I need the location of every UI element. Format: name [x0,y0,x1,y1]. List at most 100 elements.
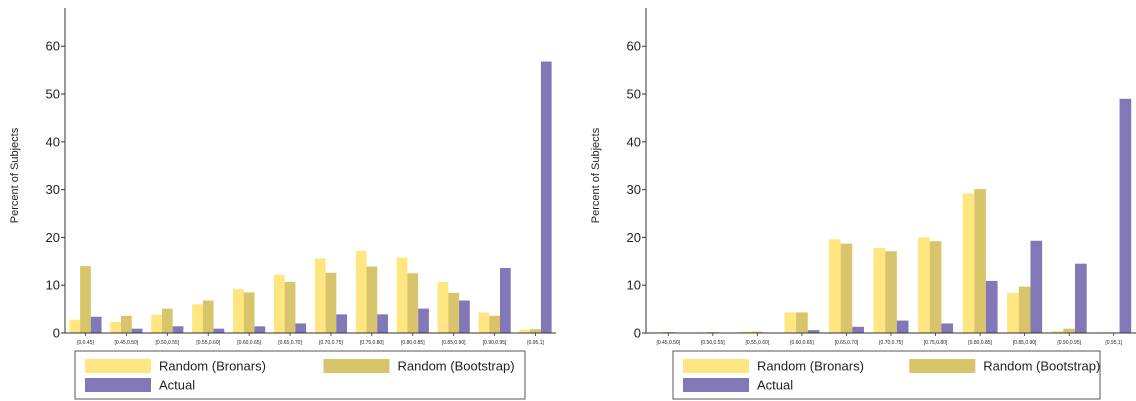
bar [962,193,975,333]
legend: Random (Bronars) Random (Bootstrap) Actual [672,350,1101,400]
bar [918,237,930,333]
bar [366,266,378,333]
bar [131,328,143,333]
bar [1075,263,1087,333]
left-chart-panel: 0 10 20 30 40 50 60 [0,0.45] [0.45,0.50] [0.50,0.… [9,8,556,400]
x-tick-label: [0.95,1] [1105,340,1122,346]
bar [448,292,460,333]
y-tick-label: 30 [627,182,641,197]
bar [784,312,797,333]
x-tick-label: [0.95,1] [527,340,544,346]
bar [1063,328,1076,333]
x-tick-label: [0.85,0.90] [1013,340,1037,346]
bar [90,316,102,333]
x-tick-label: [0.75,0.80] [924,340,948,346]
bar [1018,286,1031,333]
x-tick-label: [0.65,0.70] [278,340,302,346]
bar [929,241,942,333]
bar [80,266,91,333]
bar [192,304,203,333]
bar [840,243,853,333]
legend-label: Random (Bronars) [159,359,266,374]
bar [273,274,285,333]
x-tick-label: [0.80,0.85] [401,340,425,346]
legend-label: Random (Bootstrap) [398,359,515,374]
bar [325,272,337,333]
x-tick-label: [0.70,0.75] [879,340,903,346]
bar [69,319,81,333]
bar [489,315,500,333]
legend-label: Actual [757,378,793,393]
bar [254,326,266,333]
bar [1119,98,1132,333]
bar [418,308,429,333]
x-tick-label: [0.55,0.60] [196,340,220,346]
y-tick-label: 30 [46,182,60,197]
bar [751,331,764,333]
bar [985,280,998,333]
y-tick-label: 40 [627,134,641,149]
x-tick-label: [0.50,0.55] [155,340,179,346]
bar [1030,240,1043,333]
legend-label: Random (Bootstrap) [983,359,1100,374]
bar [1051,331,1064,333]
x-tick-label: [0.75,0.80] [360,340,384,346]
bar [459,300,470,333]
right-chart-panel: 0 10 20 30 40 50 60 [0.45,0.50] [0.50,0.55] [0.55… [590,8,1136,400]
legend-swatch [323,359,390,373]
legend-swatch [683,359,749,373]
y-tick-label: 50 [627,87,641,102]
bar [233,289,244,333]
x-tick-label: [0.60,0.65] [790,340,814,346]
bar [796,312,808,333]
bar [407,273,419,333]
legend-swatch [683,378,749,392]
bar [295,323,307,333]
bar [530,329,541,333]
bar [336,314,348,333]
legend-swatch [85,359,151,373]
y-axis-title: Percent of Subjects [9,127,21,223]
bar [478,312,490,333]
x-tick-label: [0.50,0.55] [701,340,725,346]
bar [284,281,296,333]
y-tick-label: 0 [53,326,60,341]
y-tick-label: 0 [634,326,641,341]
x-tick-label: [0.85,0.90] [442,340,466,346]
bar [121,315,132,333]
legend-label: Random (Bronars) [757,359,864,374]
legend: Random (Bronars) Random (Bootstrap) Actual [74,350,526,400]
y-tick-label: 40 [46,134,60,149]
bar [1007,292,1019,333]
bar [873,247,886,333]
bar [519,329,531,333]
y-axis-title: Percent of Subjects [590,127,602,223]
bar [396,257,408,333]
bar [172,326,184,333]
y-tick-label: 10 [627,278,641,293]
bar [852,326,864,333]
legend-swatch [909,359,976,373]
bar [807,330,820,333]
bar [499,268,511,333]
x-tick-label: [0.45,0.50] [115,340,139,346]
bar [202,300,214,333]
legend-label: Actual [159,378,195,393]
bar [161,308,173,333]
y-tick-label: 10 [46,278,60,293]
x-tick-label: [0.65,0.70] [835,340,859,346]
bar [885,251,897,333]
bar [151,314,162,333]
bar [828,239,841,333]
bar [896,320,909,333]
x-tick-label: [0.55,0.60] [746,340,770,346]
bar [213,328,225,333]
bar [974,189,986,333]
bar [355,250,367,333]
bar [377,314,388,333]
bar [437,281,449,333]
y-tick-label: 20 [627,230,641,245]
x-tick-label: [0.45,0.50] [656,340,680,346]
bar [540,61,552,333]
